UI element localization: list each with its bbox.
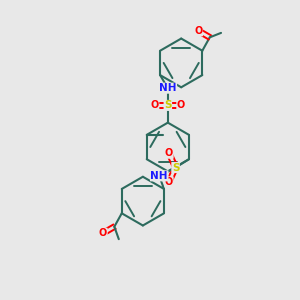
Text: O: O [165, 148, 173, 158]
Text: O: O [151, 100, 159, 110]
Text: O: O [177, 100, 185, 110]
Text: NH: NH [159, 83, 177, 93]
Text: O: O [99, 228, 107, 238]
Text: O: O [165, 177, 173, 187]
Text: O: O [194, 26, 202, 36]
Text: S: S [172, 163, 179, 172]
Text: S: S [164, 100, 172, 110]
Text: NH: NH [151, 171, 168, 181]
